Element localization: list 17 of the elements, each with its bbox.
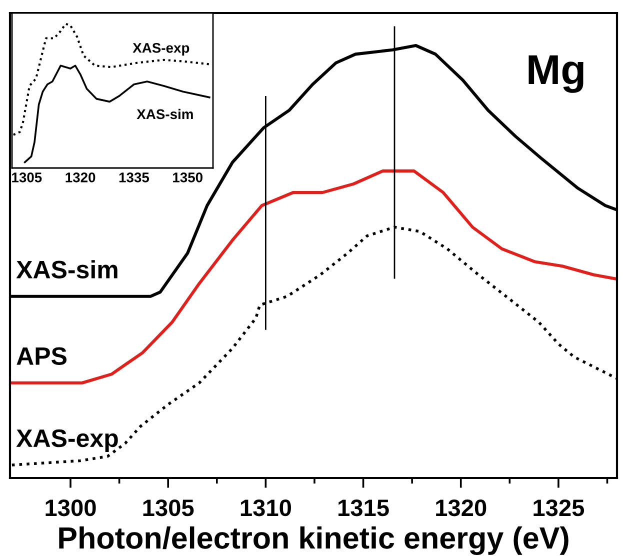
x-tick-label: 1335 bbox=[119, 172, 150, 182]
series-label: XAS-exp bbox=[132, 42, 190, 56]
x-axis-title: Photon/electron kinetic energy (eV) bbox=[59, 526, 568, 556]
series-label: XAS-exp bbox=[16, 429, 118, 452]
x-tick-label: 1350 bbox=[173, 172, 202, 182]
x-tick-label: 1320 bbox=[436, 499, 486, 516]
annotation: Mg bbox=[528, 55, 584, 93]
x-tick-label: 1305 bbox=[143, 499, 194, 516]
series-label: APS bbox=[16, 347, 66, 365]
x-tick-label: 1300 bbox=[46, 499, 96, 516]
series-label: XAS-sim bbox=[16, 260, 118, 278]
x-tick-label: 1310 bbox=[240, 499, 291, 516]
series-label: XAS-sim bbox=[136, 108, 193, 120]
x-tick-label: 1305 bbox=[12, 172, 42, 182]
x-tick-label: 1325 bbox=[534, 499, 584, 516]
x-tick-label: 1320 bbox=[66, 172, 96, 182]
x-tick-label: 1315 bbox=[338, 499, 389, 516]
